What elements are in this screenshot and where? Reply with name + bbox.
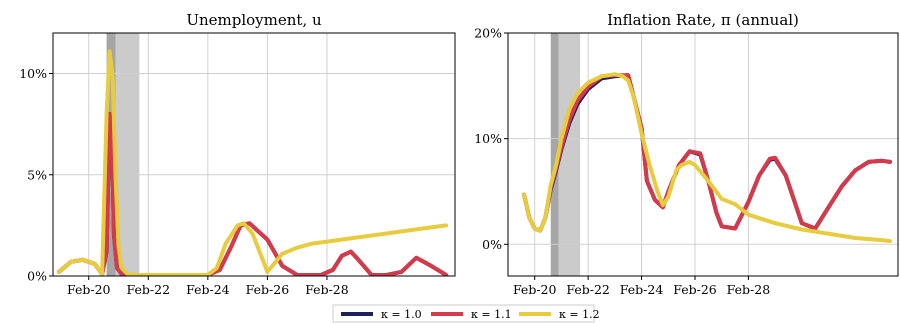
inflation-panel: Inflation Rate, π (annual) Feb-20 Feb-22 Fe… bbox=[474, 11, 899, 297]
legend: κ = 1.0 κ = 1.1 κ = 1.2 bbox=[332, 304, 600, 323]
x-tick-label: Feb-24 bbox=[620, 282, 664, 297]
x-tick-label: Feb-26 bbox=[246, 282, 290, 297]
legend-label-3: κ = 1.2 bbox=[559, 308, 600, 321]
series-line-3 bbox=[522, 72, 892, 244]
shaded-period bbox=[115, 33, 140, 276]
series-line-2 bbox=[57, 112, 449, 276]
x-tick-label: Feb-26 bbox=[673, 282, 717, 297]
legend-label-1: κ = 1.0 bbox=[381, 308, 422, 321]
x-tick-label: Feb-22 bbox=[566, 282, 610, 297]
x-tick-label: Feb-28 bbox=[727, 282, 771, 297]
y-tick-label: 10% bbox=[474, 131, 502, 146]
series-line-3 bbox=[57, 49, 449, 276]
chart-title: Unemployment, u bbox=[186, 11, 322, 29]
x-tick-label: Feb-22 bbox=[127, 282, 171, 297]
plot-frame bbox=[52, 32, 456, 277]
x-tick-label: Feb-24 bbox=[186, 282, 230, 297]
y-tick-label: 0% bbox=[27, 269, 47, 284]
shaded-period bbox=[558, 33, 581, 276]
unemployment-panel: Unemployment, u Feb-20 Feb-22 Feb-24 Feb-26 F… bbox=[19, 11, 456, 297]
x-tick-label: Feb-20 bbox=[513, 282, 557, 297]
legend-box bbox=[332, 304, 595, 323]
x-tick-label: Feb-20 bbox=[67, 282, 111, 297]
legend-label-2: κ = 1.1 bbox=[471, 308, 512, 321]
y-tick-label: 20% bbox=[474, 26, 502, 41]
x-tick-label: Feb-28 bbox=[305, 282, 349, 297]
y-tick-label: 5% bbox=[27, 167, 47, 182]
y-tick-label: 0% bbox=[482, 237, 502, 252]
chart-title: Inflation Rate, π (annual) bbox=[607, 11, 799, 29]
y-tick-label: 10% bbox=[19, 66, 47, 81]
plot-frame bbox=[507, 32, 899, 277]
shaded-period bbox=[550, 33, 559, 276]
